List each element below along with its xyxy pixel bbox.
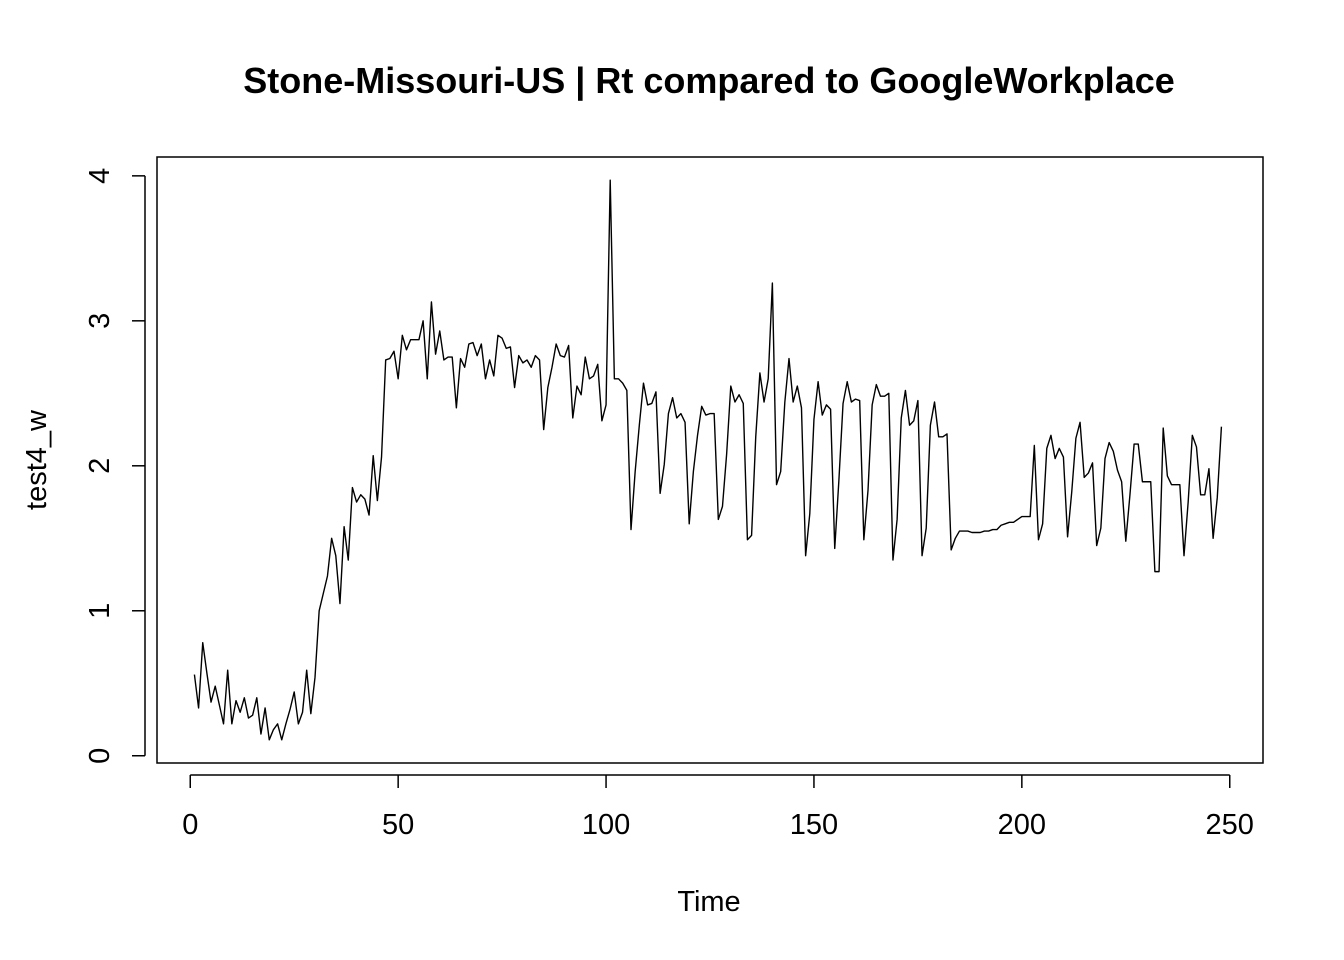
x-tick-label: 0 — [182, 809, 198, 841]
x-tick-label: 100 — [582, 809, 630, 841]
x-tick-label: 250 — [1206, 809, 1254, 841]
x-axis-label: Time — [677, 886, 740, 918]
y-tick-label: 4 — [84, 168, 116, 184]
y-tick-label: 3 — [84, 313, 116, 329]
y-tick-label: 1 — [84, 603, 116, 619]
plot-frame — [156, 156, 1264, 764]
x-tick-label: 200 — [998, 809, 1046, 841]
y-tick-label: 0 — [84, 748, 116, 764]
x-tick-label: 150 — [790, 809, 838, 841]
series-line-test4_w — [193, 179, 1223, 741]
y-axis: 0 1 2 3 4 — [84, 168, 146, 764]
y-tick-label: 2 — [84, 458, 116, 474]
y-axis-label: test4_w — [21, 409, 53, 510]
x-tick-label: 50 — [382, 809, 414, 841]
x-axis: 0 50 100 150 200 250 — [182, 774, 1254, 841]
chart-title: Stone-Missouri-US | Rt compared to Googl… — [243, 60, 1175, 102]
